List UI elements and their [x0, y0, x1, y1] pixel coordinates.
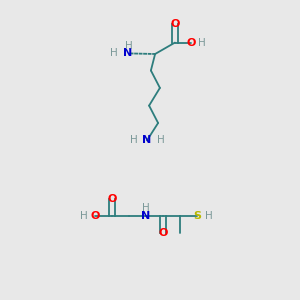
Text: O: O	[90, 211, 100, 221]
Text: S: S	[193, 211, 201, 221]
Text: N: N	[142, 211, 151, 221]
Text: H: H	[157, 135, 164, 146]
Text: H: H	[205, 211, 213, 221]
Text: H: H	[130, 135, 138, 146]
Text: N: N	[142, 135, 152, 146]
Text: O: O	[158, 228, 168, 238]
Text: N: N	[124, 48, 133, 59]
Text: H: H	[80, 211, 88, 221]
Text: H: H	[125, 40, 133, 51]
Text: H: H	[142, 203, 150, 213]
Text: H: H	[198, 38, 206, 48]
Text: O: O	[107, 194, 117, 204]
Text: O: O	[170, 19, 180, 29]
Text: H: H	[110, 48, 117, 59]
Text: O: O	[186, 38, 196, 48]
